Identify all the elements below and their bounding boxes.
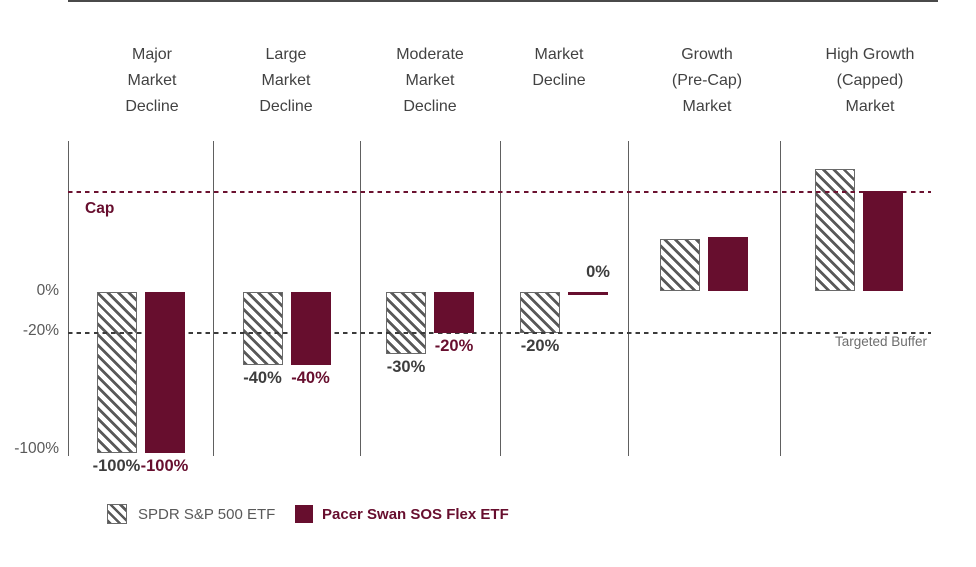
category-header: Large Market Decline bbox=[201, 42, 371, 120]
category-header-line: Market bbox=[405, 72, 455, 89]
bar-value-label: -100% bbox=[92, 457, 141, 475]
category-header-line: Large bbox=[265, 46, 307, 63]
legend-swatch-hatched-icon bbox=[107, 504, 127, 524]
zero-axis-line bbox=[68, 0, 938, 2]
cap-dashed-line bbox=[68, 191, 931, 193]
bar-pacer-swan-sos-flex-etf bbox=[863, 191, 903, 291]
bar-pacer-swan-sos-flex-etf bbox=[708, 237, 748, 291]
bar-value-label: -20% bbox=[520, 337, 560, 355]
bar-spdr-sp500-etf bbox=[520, 292, 560, 333]
targeted-buffer-label: Targeted Buffer bbox=[834, 334, 927, 349]
category-header-line: High Growth bbox=[825, 46, 915, 63]
bar-spdr-sp500-etf bbox=[386, 292, 426, 354]
bar-pacer-swan-sos-flex-etf bbox=[144, 292, 185, 453]
legend-swatch-solid-icon bbox=[295, 505, 313, 523]
category-header: Moderate Market Decline bbox=[345, 42, 515, 120]
y-axis-tick-label: 0% bbox=[36, 282, 59, 299]
category-header-line: Growth bbox=[681, 46, 733, 63]
bar-value-label: -20% bbox=[434, 337, 474, 355]
category-header-line: Market bbox=[127, 72, 177, 89]
category-header-line: Decline bbox=[259, 98, 313, 115]
category-header: High Growth (Capped) Market bbox=[785, 42, 955, 120]
bar-spdr-sp500-etf bbox=[660, 239, 700, 291]
category-header-line: Market bbox=[534, 46, 584, 63]
category-header-line: (Capped) bbox=[836, 72, 904, 89]
category-header: Major Market Decline bbox=[67, 42, 237, 120]
bar-spdr-sp500-etf bbox=[96, 292, 137, 453]
category-header-line: Major bbox=[131, 46, 172, 63]
y-axis-tick-label: -100% bbox=[14, 440, 59, 457]
category-header-line: Market bbox=[845, 98, 895, 115]
bar-pacer-swan-sos-flex-etf bbox=[568, 292, 608, 295]
category-header-line: Market bbox=[682, 98, 732, 115]
bar-value-label: -100% bbox=[140, 457, 189, 475]
bar-pacer-swan-sos-flex-etf bbox=[290, 292, 331, 365]
y-axis-tick-label: -20% bbox=[22, 322, 59, 339]
category-divider-line bbox=[500, 141, 501, 456]
bar-value-label: -40% bbox=[291, 369, 330, 387]
legend-label-spdr-sp500-etf: SPDR S&P 500 ETF bbox=[138, 506, 276, 523]
category-header: Market Decline bbox=[474, 42, 644, 94]
cap-label: Cap bbox=[85, 200, 115, 217]
bar-spdr-sp500-etf bbox=[815, 169, 855, 291]
y-axis-line bbox=[68, 141, 69, 456]
category-divider-line bbox=[628, 141, 629, 456]
category-header-line: Decline bbox=[125, 98, 179, 115]
category-header-line: Decline bbox=[403, 98, 457, 115]
targeted-buffer-dashed-line bbox=[68, 332, 931, 334]
category-header-line: Market bbox=[261, 72, 311, 89]
category-header-line: Moderate bbox=[396, 46, 464, 63]
legend-label-pacer-swan-sos-flex-etf: Pacer Swan SOS Flex ETF bbox=[322, 506, 509, 523]
bar-value-label: -40% bbox=[243, 369, 282, 387]
category-header: Growth (Pre-Cap) Market bbox=[622, 42, 792, 120]
category-divider-line bbox=[360, 141, 361, 456]
bar-value-label: -30% bbox=[386, 358, 426, 376]
category-divider-line bbox=[780, 141, 781, 456]
bar-value-label: 0% bbox=[586, 263, 610, 281]
category-divider-line bbox=[213, 141, 214, 456]
bar-spdr-sp500-etf bbox=[242, 292, 283, 365]
bar-pacer-swan-sos-flex-etf bbox=[434, 292, 474, 333]
category-header-line: (Pre-Cap) bbox=[671, 72, 743, 89]
category-header-line: Decline bbox=[532, 72, 586, 89]
